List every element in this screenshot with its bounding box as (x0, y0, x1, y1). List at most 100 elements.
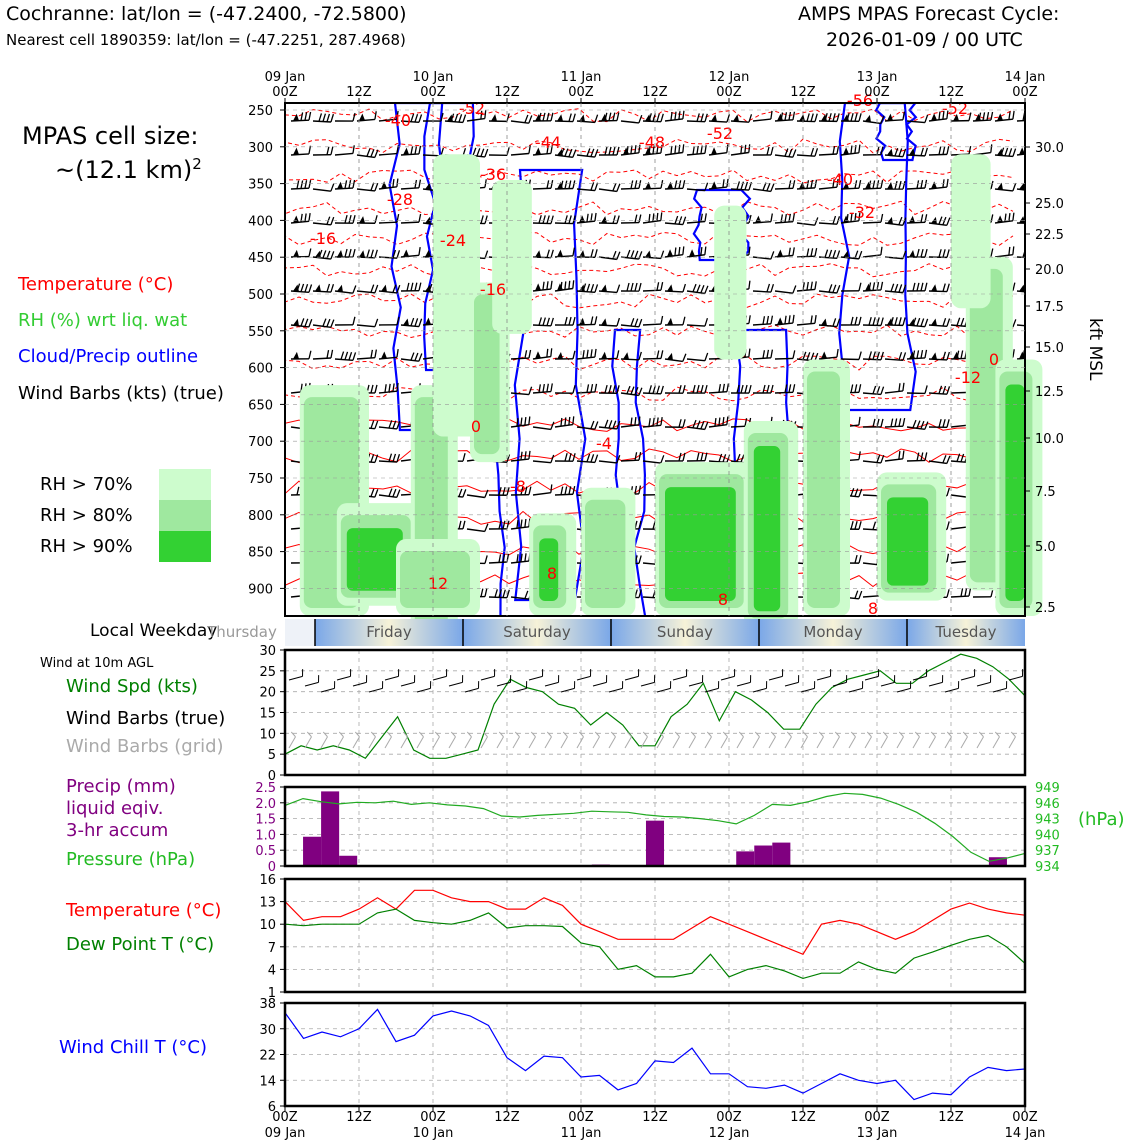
wind-barb-flag (872, 317, 876, 326)
barb-flag (926, 669, 928, 677)
wind-barb-flag (560, 486, 564, 495)
wind-barb-flag (392, 179, 395, 188)
wind-barb (576, 283, 599, 293)
barb-shaft (464, 736, 472, 749)
wind-barb-flag (458, 488, 463, 497)
pressure-tick-label: 934 (1035, 860, 1060, 875)
wind-barb-flag (924, 452, 928, 461)
wind-barb-flag (1031, 215, 1033, 223)
wind-barb-flag (374, 284, 379, 294)
wind-barb-grid (912, 731, 920, 749)
wind-barb-flag (942, 419, 946, 428)
wind-barb-flag (648, 385, 652, 394)
wind-barb-flag (300, 112, 304, 121)
wind-barb (642, 144, 663, 156)
wind-barb-shaft (642, 323, 662, 326)
wind-barb-pennant (600, 216, 607, 224)
legend-rh: RH (%) wrt liq. wat (18, 310, 188, 331)
wind-barb-shaft (642, 187, 662, 190)
wind-barb-flag (304, 318, 309, 327)
wind-barb (840, 351, 862, 361)
wind-barb-flag (828, 249, 833, 258)
wind-barb-flag (586, 283, 591, 292)
barb-flag (818, 731, 824, 738)
barb-flag (306, 731, 312, 738)
wind-barb-flag (660, 315, 664, 325)
wind-barb-flag (920, 214, 924, 223)
wind-barb-flag (762, 384, 766, 394)
wind-speed-line (284, 653, 1026, 760)
wind-barb (928, 146, 950, 156)
wind-barb (774, 247, 795, 258)
wind-barb-flag (594, 284, 599, 293)
wind-barb-pennant (644, 250, 651, 258)
wind-barb (840, 112, 862, 122)
wind-barb (752, 146, 774, 156)
wind-barb-flag (902, 418, 906, 427)
wind-barb-flag (766, 283, 771, 292)
wind-barb (664, 283, 687, 293)
wind-barb-flag (740, 181, 745, 190)
wind-barb-shaft (510, 596, 529, 600)
wind-barb-flag (836, 285, 841, 294)
wind-barb-flag (920, 248, 924, 258)
wind-barb (466, 489, 489, 499)
wind-barb (862, 146, 884, 156)
wind-barb-flag (480, 215, 484, 224)
kft-tick-label: 15.0 (1035, 341, 1064, 356)
wind-barb-flag (472, 147, 477, 156)
wind-barb-flag (700, 285, 705, 294)
wind-barb-flag (568, 180, 572, 189)
wind-barb-flag (638, 144, 641, 153)
wind-barb-shaft (796, 187, 816, 190)
wind-barb-pennant (578, 215, 585, 223)
wind-barb-flag (1012, 349, 1015, 358)
wind-barb (664, 215, 687, 226)
windchill-tick-label: 30 (259, 1023, 276, 1038)
wind-barb-flag (894, 147, 899, 157)
wind-barb-shaft (620, 120, 639, 124)
rh90-area (753, 446, 781, 612)
wind-barb-pennant (534, 113, 541, 121)
wind-barb-shaft (378, 460, 398, 463)
wind-barb-flag (344, 351, 349, 360)
wind-barb-pennant (666, 317, 673, 325)
wind-barb-true (352, 675, 368, 687)
wind-barb-pennant (534, 351, 541, 359)
wind-barb-flag (696, 384, 700, 394)
kft-tick-label: 17.5 (1035, 300, 1064, 315)
wind-barb-flag (506, 454, 511, 463)
wind-barb-flag (806, 248, 810, 257)
wind-barb-flag (990, 180, 994, 190)
wind-barb-flag (802, 351, 807, 360)
wind-barb-shaft (400, 120, 420, 124)
wind-barb (290, 350, 312, 360)
wind-barb (312, 183, 335, 192)
hpa-tick-label: 700 (248, 435, 273, 450)
wind-barb-flag (938, 146, 942, 155)
barb-shaft (304, 681, 319, 687)
wind-barb-shaft (664, 222, 683, 226)
bottom-time-label: 00Z (420, 1110, 446, 1125)
barb-shaft (960, 736, 968, 749)
wind-barb-pennant (1018, 284, 1025, 292)
wind-barb (928, 110, 949, 122)
wind-barb-shaft (818, 290, 837, 294)
wind-barb-flag (682, 246, 685, 255)
bottom-time-label: 00Z (864, 1110, 890, 1125)
wind-barb-flag (766, 315, 770, 325)
wind-barb-flag (880, 351, 884, 361)
barb-flag (318, 675, 320, 683)
wind-barb-flag (616, 385, 620, 394)
wind-barb-flag (854, 590, 859, 599)
wind-barb-flag (626, 249, 631, 258)
wind-barb (576, 249, 598, 258)
kft-tick-label: 5.0 (1035, 540, 1056, 555)
wind-barb-true (944, 681, 960, 693)
wind-barb-grid (752, 731, 760, 749)
legend-wind-speed: Wind Spd (kts) (66, 676, 198, 697)
barb-flag (1022, 669, 1024, 677)
wind-barb (818, 284, 841, 294)
wind-barb-flag (524, 350, 528, 359)
wind-barb-pennant (556, 114, 563, 122)
